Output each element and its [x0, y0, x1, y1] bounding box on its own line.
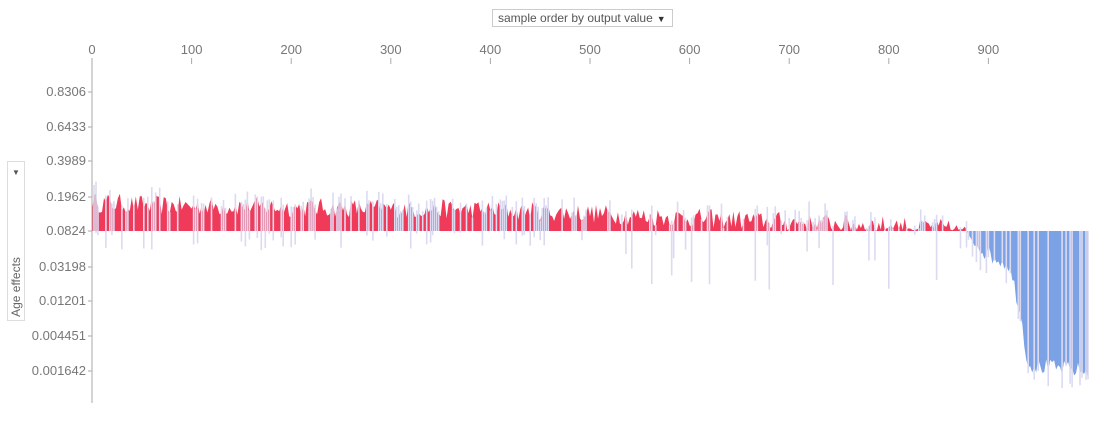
y-tick-label: 0.03198: [39, 259, 86, 274]
x-tick-label: 0: [88, 42, 95, 57]
y-tick-label: 0.001642: [32, 363, 86, 378]
y-tick-label: 0.01201: [39, 293, 86, 308]
y-axis-feature-select[interactable]: ▼ Age effects: [7, 161, 25, 321]
y-tick-label: 0.0824: [46, 223, 86, 238]
sample-ordering-select[interactable]: sample order by output value ▼: [492, 9, 673, 27]
x-tick-label: 400: [480, 42, 502, 57]
y-tick-label: 0.3989: [46, 153, 86, 168]
x-tick-label: 100: [181, 42, 203, 57]
x-tick-label: 700: [778, 42, 800, 57]
x-tick-label: 200: [280, 42, 302, 57]
axis-layer: 0 100 200 300 400 500 600 700 800 900 0.8306 0.6433…: [32, 42, 999, 403]
x-tick-label: 300: [380, 42, 402, 57]
y-tick-label: 0.8306: [46, 84, 86, 99]
x-tick-label: 500: [579, 42, 601, 57]
y-axis-label: Age effects: [9, 257, 23, 317]
x-tick-label: 800: [878, 42, 900, 57]
y-tick-label: 0.004451: [32, 328, 86, 343]
sample-outline-layer: [93, 181, 1089, 388]
y-tick-label: 0.6433: [46, 119, 86, 134]
x-tick-label: 600: [679, 42, 701, 57]
x-tick-label: 900: [978, 42, 1000, 57]
y-tick-label: 0.1962: [46, 189, 86, 204]
sample-ordering-label: sample order by output value: [498, 11, 653, 25]
chevron-down-icon: ▼: [656, 14, 666, 24]
chevron-down-icon: ▼: [12, 168, 20, 177]
